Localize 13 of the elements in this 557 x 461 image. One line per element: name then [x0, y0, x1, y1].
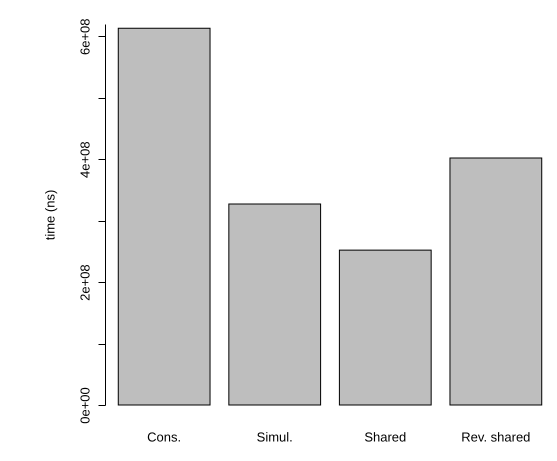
- x-tick-label: Shared: [364, 430, 406, 444]
- y-tick-label: 2e+08: [78, 264, 92, 301]
- y-tick-label: 4e+08: [78, 141, 92, 178]
- x-tick-label: Cons.: [147, 430, 182, 444]
- y-tick-label: 0e+00: [78, 387, 92, 424]
- y-axis-title: time (ns): [42, 190, 58, 240]
- bar: [338, 250, 432, 406]
- bar: [118, 28, 211, 406]
- x-tick-label: Rev. shared: [461, 430, 530, 444]
- bar: [449, 157, 542, 406]
- bar: [228, 204, 322, 406]
- y-tick-label: 6e+08: [78, 18, 92, 56]
- x-tick-label: Simul.: [256, 430, 293, 444]
